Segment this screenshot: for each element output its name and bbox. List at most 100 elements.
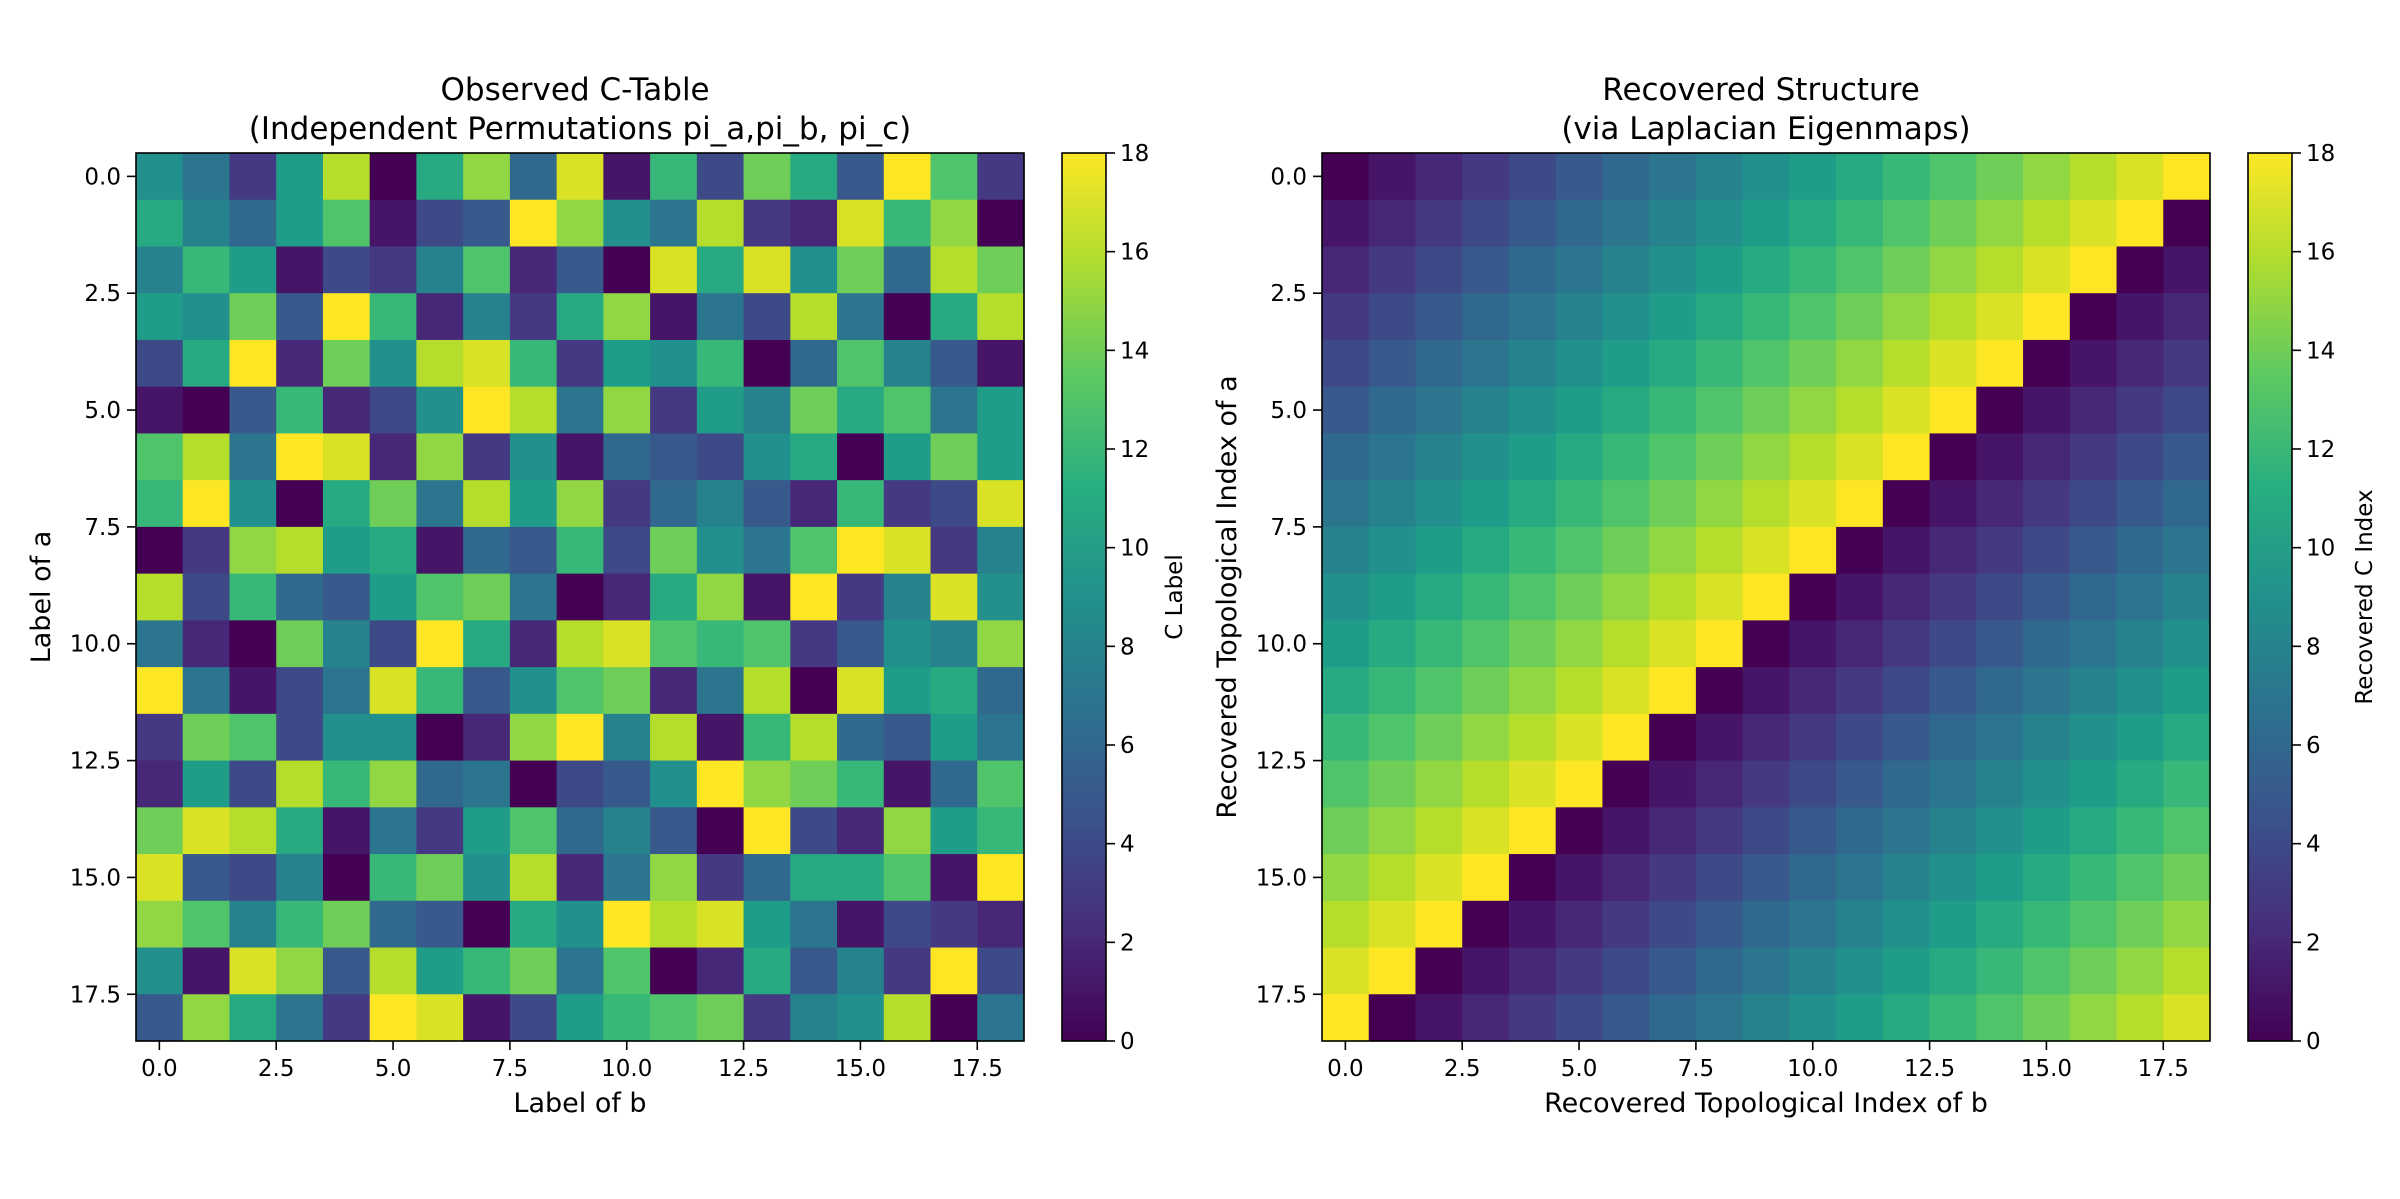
heatmap-cell — [2116, 339, 2164, 388]
heatmap-cell — [416, 807, 464, 855]
heatmap-cell — [1602, 386, 1650, 435]
heatmap-cell — [509, 386, 558, 435]
heatmap-cell — [369, 947, 418, 995]
heatmap-cell — [1322, 293, 1370, 341]
heatmap-cell — [650, 900, 698, 949]
heatmap-cell — [1695, 386, 1744, 435]
heatmap-cell — [1462, 246, 1510, 294]
y-tick-label: 17.5 — [70, 982, 121, 1008]
heatmap-cell — [1649, 199, 1697, 248]
heatmap-cell — [2116, 713, 2164, 762]
heatmap-cell — [1368, 947, 1417, 995]
heatmap-cell — [930, 713, 978, 762]
heatmap-cell — [1882, 480, 1931, 528]
heatmap-cell — [2116, 199, 2164, 248]
heatmap-cell — [2069, 807, 2118, 855]
heatmap-cell — [1415, 760, 1463, 808]
colorbar-tick-label: 0 — [2306, 1029, 2321, 1055]
heatmap-cell — [1649, 760, 1697, 808]
heatmap-cell — [790, 526, 838, 575]
heatmap-cell — [182, 807, 231, 855]
heatmap-cell — [1882, 854, 1931, 902]
heatmap-cell — [743, 900, 791, 949]
heatmap-cell — [1462, 153, 1510, 201]
heatmap-cell — [229, 807, 277, 855]
heatmap-cell — [276, 199, 324, 248]
heatmap-cell — [1882, 573, 1931, 621]
heatmap-cell — [1368, 526, 1417, 575]
heatmap-cell — [1368, 854, 1417, 902]
heatmap-cell — [1695, 994, 1744, 1042]
heatmap-cell — [136, 386, 184, 435]
x-tick-label: 15.0 — [2021, 1056, 2072, 1082]
y-axis-label: Recovered Topological Index of a — [1212, 375, 1243, 818]
heatmap-cell — [1415, 900, 1463, 949]
heatmap-cell — [276, 947, 324, 995]
heatmap-cell — [1789, 667, 1837, 715]
heatmap-cell — [837, 760, 885, 808]
heatmap-cell — [1929, 386, 1977, 435]
heatmap-cell — [463, 807, 511, 855]
heatmap-cell — [1789, 293, 1837, 341]
heatmap-cell — [2163, 713, 2211, 762]
heatmap-cell — [416, 667, 464, 715]
heatmap-cell — [1789, 246, 1837, 294]
heatmap-cell — [509, 947, 558, 995]
heatmap-cell — [696, 947, 745, 995]
heatmap-cell — [1508, 246, 1557, 294]
heatmap-cell — [977, 947, 1025, 995]
heatmap-cell — [229, 947, 277, 995]
heatmap-cell — [930, 480, 978, 528]
heatmap-cell — [1462, 293, 1510, 341]
heatmap-cell — [977, 293, 1025, 341]
heatmap-cell — [930, 153, 978, 201]
heatmap-cell — [182, 386, 231, 435]
heatmap-cell — [1882, 386, 1931, 435]
heatmap-cell — [603, 480, 651, 528]
heatmap-cell — [416, 339, 464, 388]
heatmap-cell — [182, 947, 231, 995]
heatmap-cell — [1695, 293, 1744, 341]
heatmap-cell — [509, 620, 558, 668]
colorbar-tick-label: 12 — [2306, 437, 2335, 463]
heatmap-cells — [1322, 153, 2211, 1042]
heatmap-cell — [369, 713, 418, 762]
heatmap-cell — [883, 994, 932, 1042]
heatmap-cell — [837, 573, 885, 621]
colorbar-ticks: 0 2 4 6 8 10 12 14 16 18 — [1106, 141, 1149, 1055]
heatmap-cell — [743, 433, 791, 481]
heatmap-cell — [1462, 339, 1510, 388]
heatmap-cell — [1882, 947, 1931, 995]
heatmap-cell — [743, 620, 791, 668]
heatmap-cell — [1976, 807, 2024, 855]
heatmap-cell — [1602, 293, 1650, 341]
heatmap-cell — [1322, 947, 1370, 995]
heatmap-cell — [603, 620, 651, 668]
heatmap-cell — [977, 713, 1025, 762]
heatmap-cell — [1789, 807, 1837, 855]
heatmap-cell — [977, 433, 1025, 481]
colorbar-label: C Label — [1162, 554, 1188, 639]
heatmap-cell — [1929, 947, 1977, 995]
heatmap-cell — [1742, 667, 1790, 715]
heatmap-cell — [1836, 900, 1884, 949]
heatmap-cell — [463, 760, 511, 808]
heatmap-cell — [1368, 620, 1417, 668]
heatmap-cell — [1976, 293, 2024, 341]
heatmap-cell — [1695, 900, 1744, 949]
heatmap-cell — [1602, 760, 1650, 808]
heatmap-cell — [229, 994, 277, 1042]
heatmap-cell — [1508, 433, 1557, 481]
chart-title-line-2: (via Laplacian Eigenmaps) — [1561, 111, 1970, 147]
heatmap-cell — [556, 246, 604, 294]
heatmap-cell — [603, 526, 651, 575]
heatmap-cell — [182, 526, 231, 575]
heatmap-cell — [2069, 994, 2118, 1042]
heatmap-cell — [1368, 246, 1417, 294]
heatmap-cell — [1322, 246, 1370, 294]
heatmap-cell — [1929, 854, 1977, 902]
heatmap-cell — [743, 526, 791, 575]
y-tick-label: 10.0 — [1256, 632, 1307, 658]
heatmap-cell — [369, 339, 418, 388]
heatmap-cell — [1742, 573, 1790, 621]
